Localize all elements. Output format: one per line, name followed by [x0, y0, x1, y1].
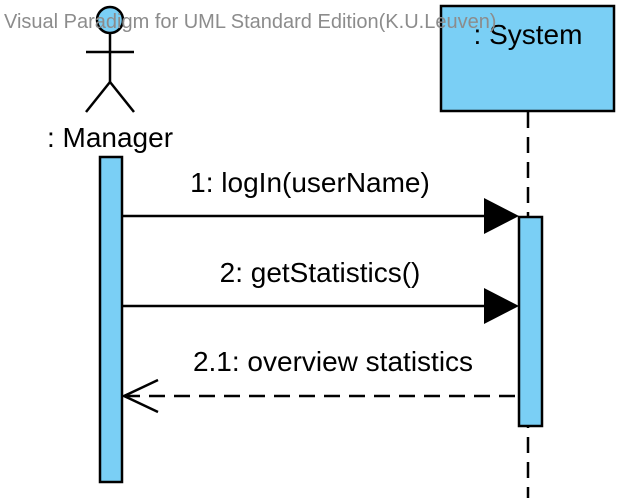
watermark-text: Visual Paradigm for UML Standard Edition… [4, 11, 496, 33]
system-object-label: : System [474, 19, 583, 50]
manager-actor-label: : Manager [47, 122, 173, 153]
manager-activation-bar[interactable] [98, 155, 124, 484]
message-1-arrow[interactable] [122, 198, 519, 234]
system-activation-bar[interactable] [517, 215, 544, 428]
actor-right-leg [109, 81, 135, 113]
message-2-1-return-arrow[interactable] [121, 378, 519, 414]
message-2-arrow[interactable] [122, 288, 519, 324]
manager-actor-icon[interactable] [85, 5, 135, 113]
message-1-label: 1: logIn(userName) [190, 167, 430, 198]
filled-arrowhead-icon [484, 198, 519, 234]
open-arrowhead-icon [121, 378, 159, 414]
message-2-label: 2: getStatistics() [220, 257, 421, 288]
filled-arrowhead-icon [484, 288, 519, 324]
message-2-1-label: 2.1: overview statistics [193, 346, 473, 377]
system-object-box[interactable] [439, 4, 616, 113]
actor-left-leg [85, 81, 111, 113]
